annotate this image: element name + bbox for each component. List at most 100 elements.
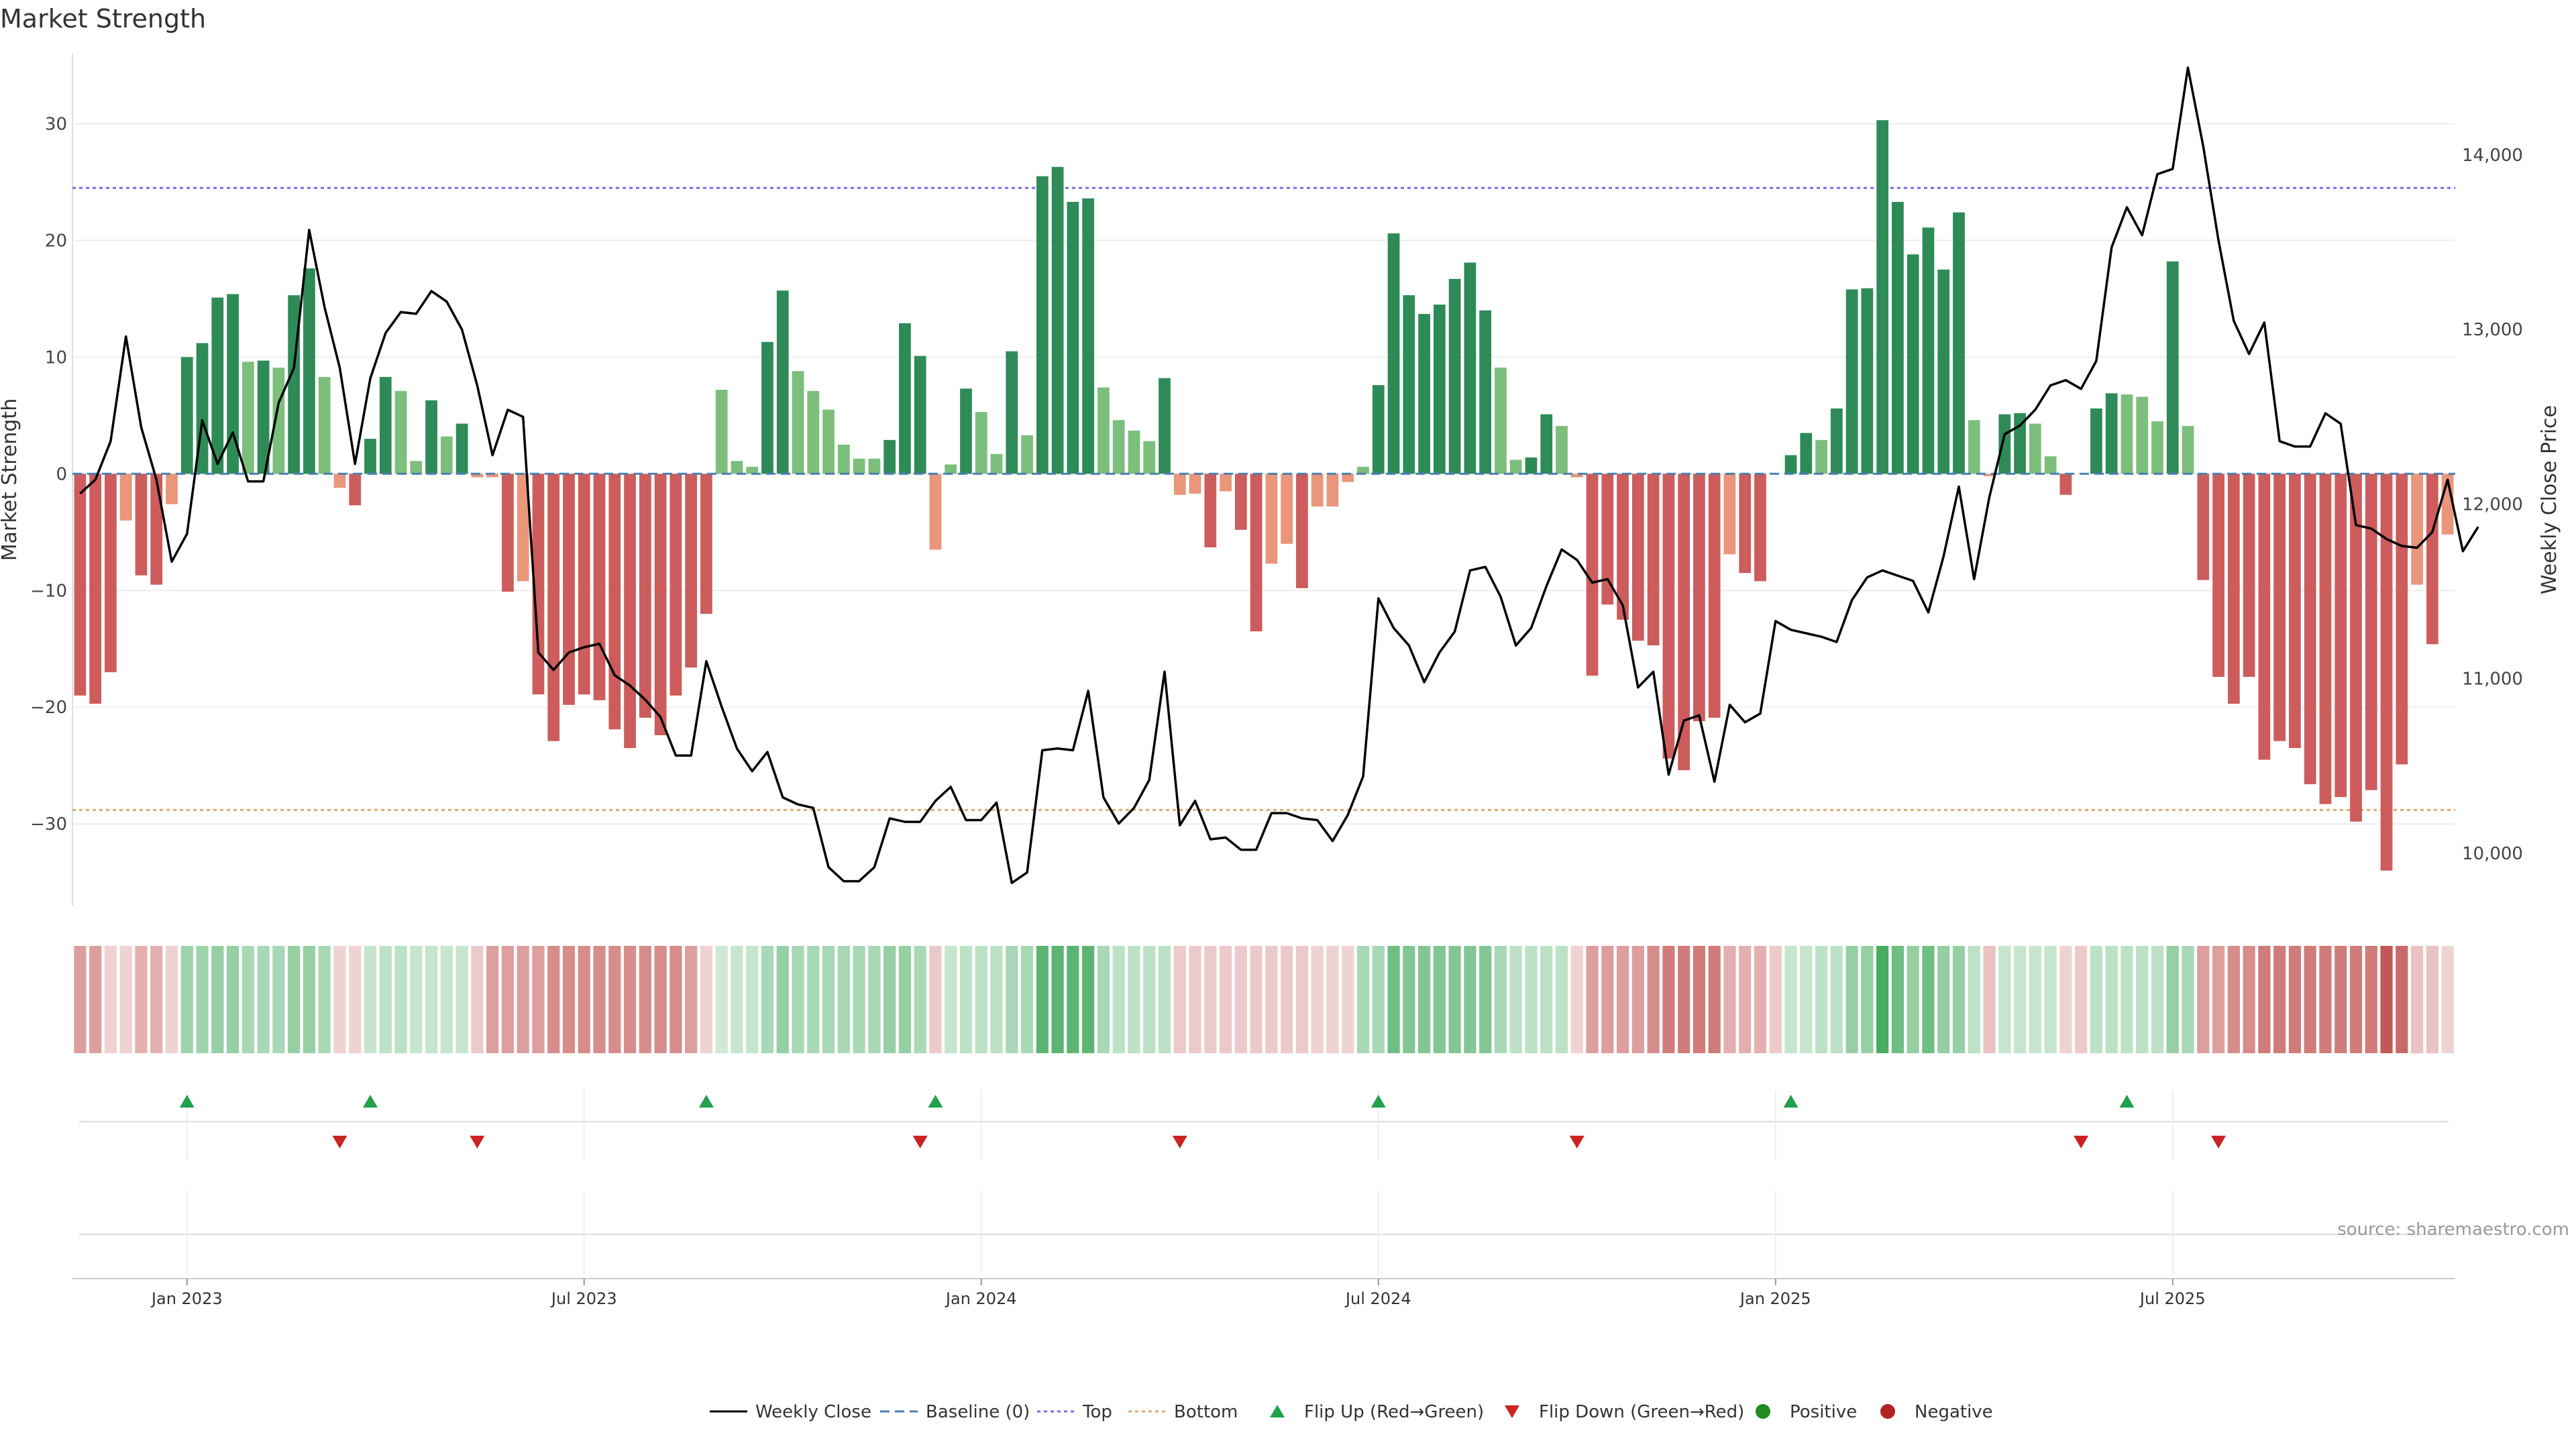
- strength-bar: [2166, 261, 2179, 474]
- strength-bar: [394, 390, 407, 474]
- strength-strip-cell: [379, 946, 392, 1053]
- left-axis-title: Market Strength: [0, 398, 21, 561]
- strength-bar: [1204, 474, 1217, 547]
- strength-strip-cell: [1509, 946, 1522, 1053]
- flip-up-marker: [1783, 1095, 1799, 1108]
- legend-bottom: Bottom: [1128, 1402, 1238, 1422]
- strength-bar: [1067, 201, 1079, 474]
- strength-strip-cell: [1937, 946, 1950, 1053]
- strength-strip-cell: [2151, 946, 2164, 1053]
- flip-down-marker: [332, 1136, 347, 1148]
- strength-strip-cell: [746, 946, 759, 1053]
- strength-bar: [1403, 295, 1415, 474]
- strength-bar: [1495, 367, 1507, 474]
- strength-strip-cell: [731, 946, 743, 1053]
- strength-strip-cell: [1036, 946, 1049, 1053]
- strength-strip-cell: [440, 946, 453, 1053]
- strength-strip-cell: [608, 946, 621, 1053]
- strength-bar: [1892, 201, 1904, 474]
- right-axis-title: Weekly Close Price: [2538, 405, 2561, 594]
- strength-strip-cell: [2288, 946, 2302, 1053]
- strength-strip-cell: [1739, 946, 1752, 1053]
- strength-bar: [1739, 474, 1752, 574]
- strength-strip-cell: [1234, 946, 1247, 1053]
- strength-strip-cell: [1815, 946, 1828, 1053]
- x-tick-label: Jan 2024: [945, 1289, 1017, 1308]
- strength-bar: [166, 474, 178, 504]
- strength-bar: [2334, 474, 2347, 798]
- strength-strip-cell: [1097, 946, 1110, 1053]
- strength-strip-cell: [883, 946, 896, 1053]
- strength-strip-cell: [1326, 946, 1339, 1053]
- strength-strip-cell: [959, 946, 973, 1053]
- strength-bar: [1433, 305, 1446, 474]
- strength-strip-cell: [1356, 946, 1370, 1053]
- strength-strip-cell: [410, 946, 423, 1053]
- strength-bar: [1173, 474, 1186, 495]
- strength-strip-cell: [593, 946, 606, 1053]
- strength-bar: [2212, 474, 2224, 678]
- strength-bar: [227, 294, 239, 474]
- strength-bar: [379, 376, 392, 474]
- strength-strip-cell: [822, 946, 835, 1053]
- strength-strip-cell: [1907, 946, 1919, 1053]
- strength-bar: [1296, 474, 1308, 588]
- strength-strip-cell: [196, 946, 209, 1053]
- strength-strip-cell: [1678, 946, 1690, 1053]
- strength-bar: [945, 464, 957, 474]
- strength-bar: [425, 400, 437, 474]
- strength-strip-cell: [990, 946, 1003, 1053]
- flip-down-marker: [912, 1136, 928, 1148]
- flip-up-marker: [928, 1095, 943, 1108]
- x-tick-label: Jan 2025: [1739, 1289, 1811, 1308]
- strength-bar: [2136, 396, 2149, 474]
- x-tick-label: Jan 2023: [150, 1289, 223, 1308]
- right-tick-label: 10,000: [2462, 844, 2523, 864]
- strength-strip-cell: [2075, 946, 2088, 1053]
- strength-bar: [74, 474, 87, 696]
- strength-strip-cell: [1006, 946, 1018, 1053]
- strength-bar: [1112, 420, 1125, 474]
- strength-strip-cell: [135, 946, 148, 1053]
- strength-strip-cell: [349, 946, 362, 1053]
- left-tick-label: 20: [45, 231, 67, 251]
- strength-strip-cell: [257, 946, 270, 1053]
- strength-strip-cell: [517, 946, 529, 1053]
- strength-strip-cell: [394, 946, 407, 1053]
- flip-up-marker: [2119, 1095, 2135, 1108]
- legend-flip-up: Flip Up (Red→Green): [1270, 1402, 1484, 1422]
- legend-top: Top: [1037, 1402, 1112, 1422]
- strength-strip-cell: [792, 946, 804, 1053]
- strength-strip-cell: [1708, 946, 1721, 1053]
- strength-strip-cell: [1372, 946, 1385, 1053]
- strength-strip-cell: [1342, 946, 1354, 1053]
- strength-bar: [105, 474, 117, 673]
- strength-strip-cell: [1968, 946, 1980, 1053]
- strength-bar: [1678, 474, 1690, 771]
- strength-strip-cell: [2090, 946, 2103, 1053]
- strength-strip-cell: [1479, 946, 1492, 1053]
- strength-bar: [150, 474, 163, 585]
- strength-bar: [776, 290, 789, 474]
- strength-strip-cell: [562, 946, 576, 1053]
- right-tick-label: 12,000: [2462, 494, 2523, 515]
- strength-strip-cell: [2105, 946, 2118, 1053]
- strength-strip-cell: [2197, 946, 2210, 1053]
- strength-bar: [883, 439, 896, 474]
- strength-bar: [2121, 394, 2133, 474]
- strength-strip-cell: [669, 946, 682, 1053]
- strength-strip-cell: [1173, 946, 1186, 1053]
- legend-label: Top: [1082, 1402, 1112, 1422]
- strength-bar: [2273, 474, 2286, 741]
- strength-strip-cell: [272, 946, 285, 1053]
- strength-bar: [1708, 474, 1721, 718]
- strength-strip-cell: [150, 946, 163, 1053]
- strength-bar: [899, 323, 911, 474]
- strength-bar: [1525, 457, 1538, 474]
- strength-strip-cell: [1112, 946, 1125, 1053]
- strength-strip-cell: [2273, 946, 2286, 1053]
- strength-bar: [349, 474, 362, 506]
- strength-bar: [547, 474, 560, 741]
- strength-strip-cell: [1586, 946, 1599, 1053]
